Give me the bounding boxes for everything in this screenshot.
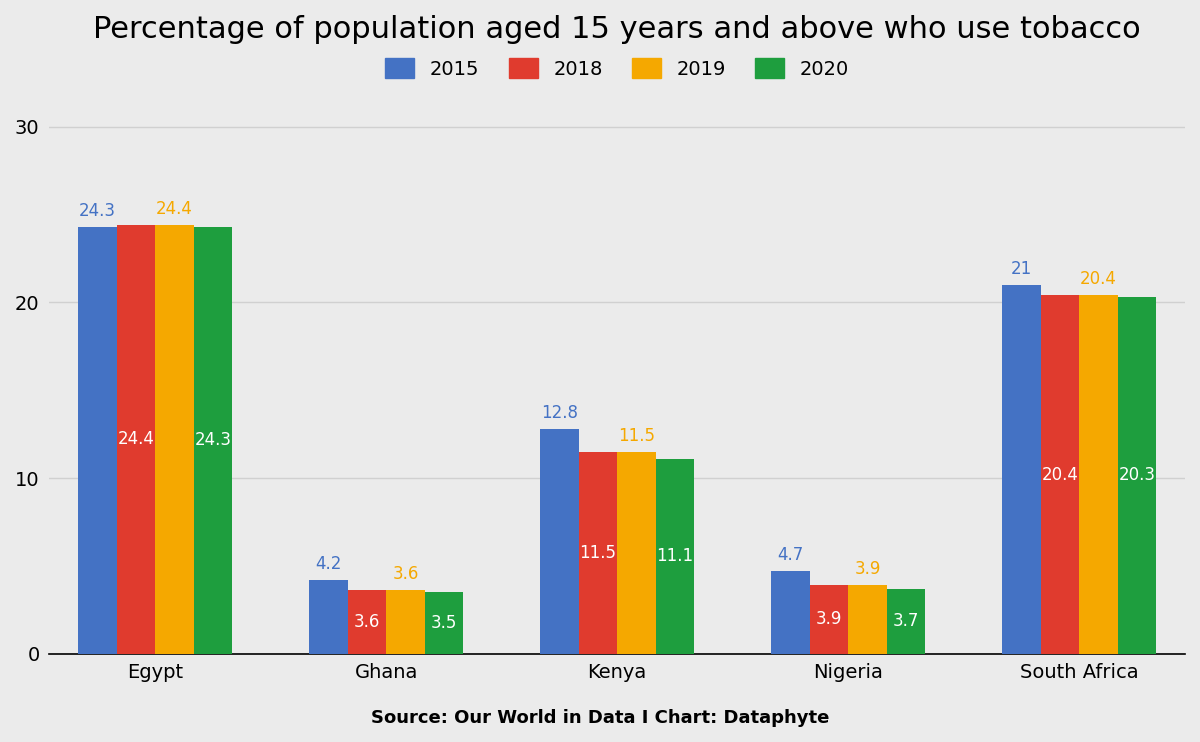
Text: 24.4: 24.4 bbox=[156, 200, 193, 218]
Text: 3.9: 3.9 bbox=[816, 611, 842, 628]
Text: Source: Our World in Data I Chart: Dataphyte: Source: Our World in Data I Chart: Datap… bbox=[371, 709, 829, 727]
Text: 11.5: 11.5 bbox=[618, 427, 655, 444]
Bar bbox=[116, 225, 155, 654]
Text: 3.7: 3.7 bbox=[893, 612, 919, 630]
Bar bbox=[655, 459, 694, 654]
Text: 4.2: 4.2 bbox=[316, 555, 342, 573]
Bar bbox=[193, 227, 233, 654]
Text: 24.4: 24.4 bbox=[118, 430, 155, 448]
Text: 3.9: 3.9 bbox=[854, 560, 881, 578]
Bar bbox=[578, 452, 617, 654]
Text: 11.1: 11.1 bbox=[656, 547, 694, 565]
Text: 20.3: 20.3 bbox=[1118, 467, 1156, 485]
Legend: 2015, 2018, 2019, 2020: 2015, 2018, 2019, 2020 bbox=[378, 50, 857, 87]
Bar bbox=[772, 571, 810, 654]
Bar bbox=[155, 225, 193, 654]
Bar bbox=[386, 591, 425, 654]
Bar bbox=[1002, 285, 1040, 654]
Text: 12.8: 12.8 bbox=[541, 404, 578, 421]
Bar bbox=[425, 592, 463, 654]
Bar bbox=[310, 580, 348, 654]
Text: 3.6: 3.6 bbox=[392, 565, 419, 583]
Text: 3.6: 3.6 bbox=[354, 613, 380, 631]
Bar bbox=[810, 585, 848, 654]
Text: 21: 21 bbox=[1010, 260, 1032, 278]
Text: 11.5: 11.5 bbox=[580, 544, 617, 562]
Text: 20.4: 20.4 bbox=[1042, 465, 1079, 484]
Text: 24.3: 24.3 bbox=[79, 202, 116, 220]
Bar bbox=[848, 585, 887, 654]
Text: 3.5: 3.5 bbox=[431, 614, 457, 632]
Bar bbox=[348, 591, 386, 654]
Text: 24.3: 24.3 bbox=[194, 431, 232, 449]
Text: 4.7: 4.7 bbox=[778, 546, 804, 564]
Bar bbox=[1117, 297, 1156, 654]
Bar bbox=[540, 429, 578, 654]
Bar bbox=[1079, 295, 1117, 654]
Bar bbox=[78, 227, 116, 654]
Title: Percentage of population aged 15 years and above who use tobacco: Percentage of population aged 15 years a… bbox=[94, 15, 1141, 44]
Bar bbox=[887, 588, 925, 654]
Text: 20.4: 20.4 bbox=[1080, 270, 1117, 288]
Bar bbox=[1040, 295, 1079, 654]
Bar bbox=[617, 452, 655, 654]
